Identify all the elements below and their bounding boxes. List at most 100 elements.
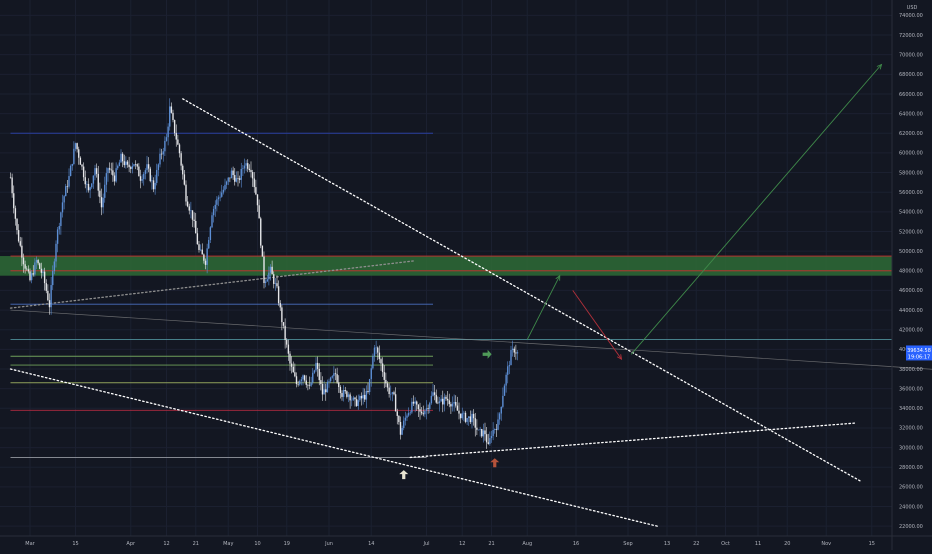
candle-body (400, 422, 401, 435)
candle-body (215, 205, 216, 209)
candle-body (263, 257, 264, 283)
price-tick-label: 72000.00 (899, 33, 923, 39)
candle-body (314, 370, 315, 372)
last-price-badge: 39634.58 19:06:17 (906, 345, 932, 360)
candle-body (410, 412, 411, 413)
candle-body (76, 143, 77, 149)
time-tick-label: 21 (488, 541, 494, 547)
candle-body (463, 413, 464, 414)
candle-body (393, 392, 394, 394)
candle-body (432, 392, 433, 396)
price-tick-label: 32000.00 (899, 426, 923, 432)
candle-body (128, 165, 129, 167)
candle-body (406, 416, 407, 418)
candle-body (60, 212, 61, 226)
candle-body (255, 187, 256, 194)
candle-body (281, 307, 282, 322)
price-tick-label: 36000.00 (899, 386, 923, 392)
candle-body (81, 165, 82, 167)
candle-body (302, 375, 303, 379)
candle-body (496, 429, 497, 430)
candle-body (343, 390, 344, 397)
candle-body (315, 363, 316, 371)
candle-body (418, 405, 419, 410)
candle-body (319, 369, 320, 380)
candle-body (41, 269, 42, 273)
candle-body (267, 279, 268, 281)
candle-body (455, 402, 456, 406)
candle-body (317, 363, 318, 369)
time-tick-label: Jun (324, 541, 333, 547)
candle-body (70, 166, 71, 176)
time-tick-label: 16 (573, 541, 579, 547)
candle-body (483, 430, 484, 436)
candle-body (471, 414, 472, 422)
candle-body (265, 282, 266, 284)
price-tick-label: 58000.00 (899, 170, 923, 176)
candle-body (330, 378, 331, 382)
candle-body (296, 376, 297, 384)
candle-body (180, 153, 181, 165)
price-tick-label: 22000.00 (899, 524, 923, 530)
price-tick-label: 60000.00 (899, 151, 923, 157)
candle-body (361, 396, 362, 398)
candle-body (395, 394, 396, 411)
candle-body (11, 178, 12, 194)
candle-body (276, 283, 277, 286)
time-tick-label: 15 (869, 541, 875, 547)
price-tick-label: 64000.00 (899, 111, 923, 117)
candle-body (278, 286, 279, 303)
candle-body (427, 408, 428, 409)
candle-body (57, 229, 58, 243)
price-tick-label: 26000.00 (899, 485, 923, 491)
candle-body (275, 283, 276, 284)
candle-body (117, 166, 118, 168)
candle-body (252, 172, 253, 178)
candle-body (206, 248, 207, 264)
candle-body (67, 186, 68, 187)
candle-body (335, 373, 336, 374)
candle-body (189, 206, 190, 210)
candle-body (163, 151, 164, 154)
candle-body (228, 178, 229, 182)
candle-body (510, 350, 511, 365)
candle-body (34, 262, 35, 274)
candle-body (322, 384, 323, 395)
candle-body (245, 163, 246, 165)
price-tick-label: 68000.00 (899, 72, 923, 78)
candle-body (140, 176, 141, 181)
candle-body (146, 164, 147, 170)
candle-body (429, 403, 430, 409)
candle-body (257, 194, 258, 205)
candle-body (504, 386, 505, 396)
candle-body (130, 167, 131, 169)
candle-body (294, 372, 295, 376)
candle-body (468, 416, 469, 418)
candle-body (297, 384, 298, 385)
candle-body (63, 196, 64, 202)
candle-body (219, 197, 220, 198)
candle-body (107, 168, 108, 173)
candle-body (280, 303, 281, 307)
time-tick-label: Mar (25, 541, 35, 547)
candle-body (176, 133, 177, 139)
candle-body (260, 218, 261, 245)
candle-body (419, 409, 420, 411)
candle-body (202, 250, 203, 255)
candle-body (423, 413, 424, 414)
candle-body (167, 127, 168, 138)
time-tick-label: 10 (254, 541, 260, 547)
candle-body (122, 154, 123, 161)
candle-body (104, 185, 105, 198)
time-tick-label: 22 (693, 541, 699, 547)
candle-body (159, 154, 160, 165)
time-tick-label: Aug (522, 541, 532, 547)
candle-body (351, 400, 352, 401)
candle-body (29, 271, 30, 280)
candle-body (507, 366, 508, 375)
candle-body (26, 269, 27, 270)
candle-body (226, 182, 227, 185)
price-tick-label: 52000.00 (899, 229, 923, 235)
